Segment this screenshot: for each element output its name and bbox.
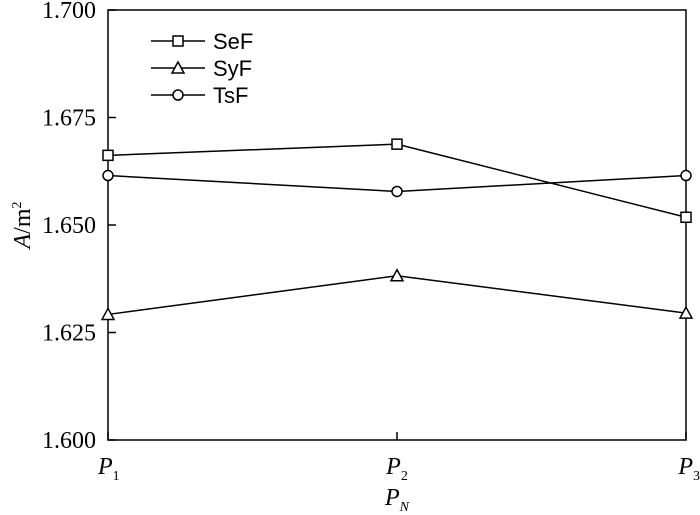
legend-entry-syf: SyF: [151, 56, 252, 81]
y-tick-label: 1.700: [42, 0, 96, 24]
plot-frame: [107, 9, 687, 441]
legend-entry-sef: SeF: [151, 29, 253, 54]
y-tick-label: 1.650: [42, 213, 96, 239]
series-syf: [100, 268, 694, 321]
data-point-syf: [389, 268, 405, 282]
y-tick-label: 1.600: [42, 428, 96, 454]
legend-marker: [170, 60, 186, 74]
x-tick-label: P2: [385, 454, 408, 484]
x-tick-label: P3: [677, 454, 700, 484]
axes: 1.600 1.625 1.650 1.675 1.700 P1 P2 P3 PN A/m2: [10, 0, 700, 515]
data-point-syf: [100, 306, 116, 321]
series-tsf: [102, 169, 692, 198]
x-axis-label: PN: [384, 485, 410, 515]
y-axis-label: A/m2: [10, 201, 36, 250]
series-group: [100, 138, 694, 321]
data-point-tsf: [680, 169, 692, 182]
data-point-tsf: [102, 169, 114, 182]
legend-label: TsF: [213, 83, 248, 108]
data-point-sef: [391, 138, 403, 150]
legend-marker: [172, 89, 184, 101]
data-point-tsf: [391, 185, 403, 198]
legend-label: SeF: [213, 29, 253, 54]
data-point-sef: [680, 211, 692, 224]
series-line-syf: [107, 274, 687, 316]
data-point-sef: [102, 149, 114, 162]
data-point-syf: [678, 305, 694, 319]
x-tick-label: P1: [97, 454, 120, 484]
legend-entry-tsf: TsF: [151, 83, 248, 108]
y-tick-label: 1.675: [42, 106, 96, 132]
legend-label: SyF: [213, 56, 252, 81]
series-sef: [102, 138, 692, 224]
legend-marker: [172, 35, 184, 47]
y-tick-label: 1.625: [42, 321, 96, 347]
